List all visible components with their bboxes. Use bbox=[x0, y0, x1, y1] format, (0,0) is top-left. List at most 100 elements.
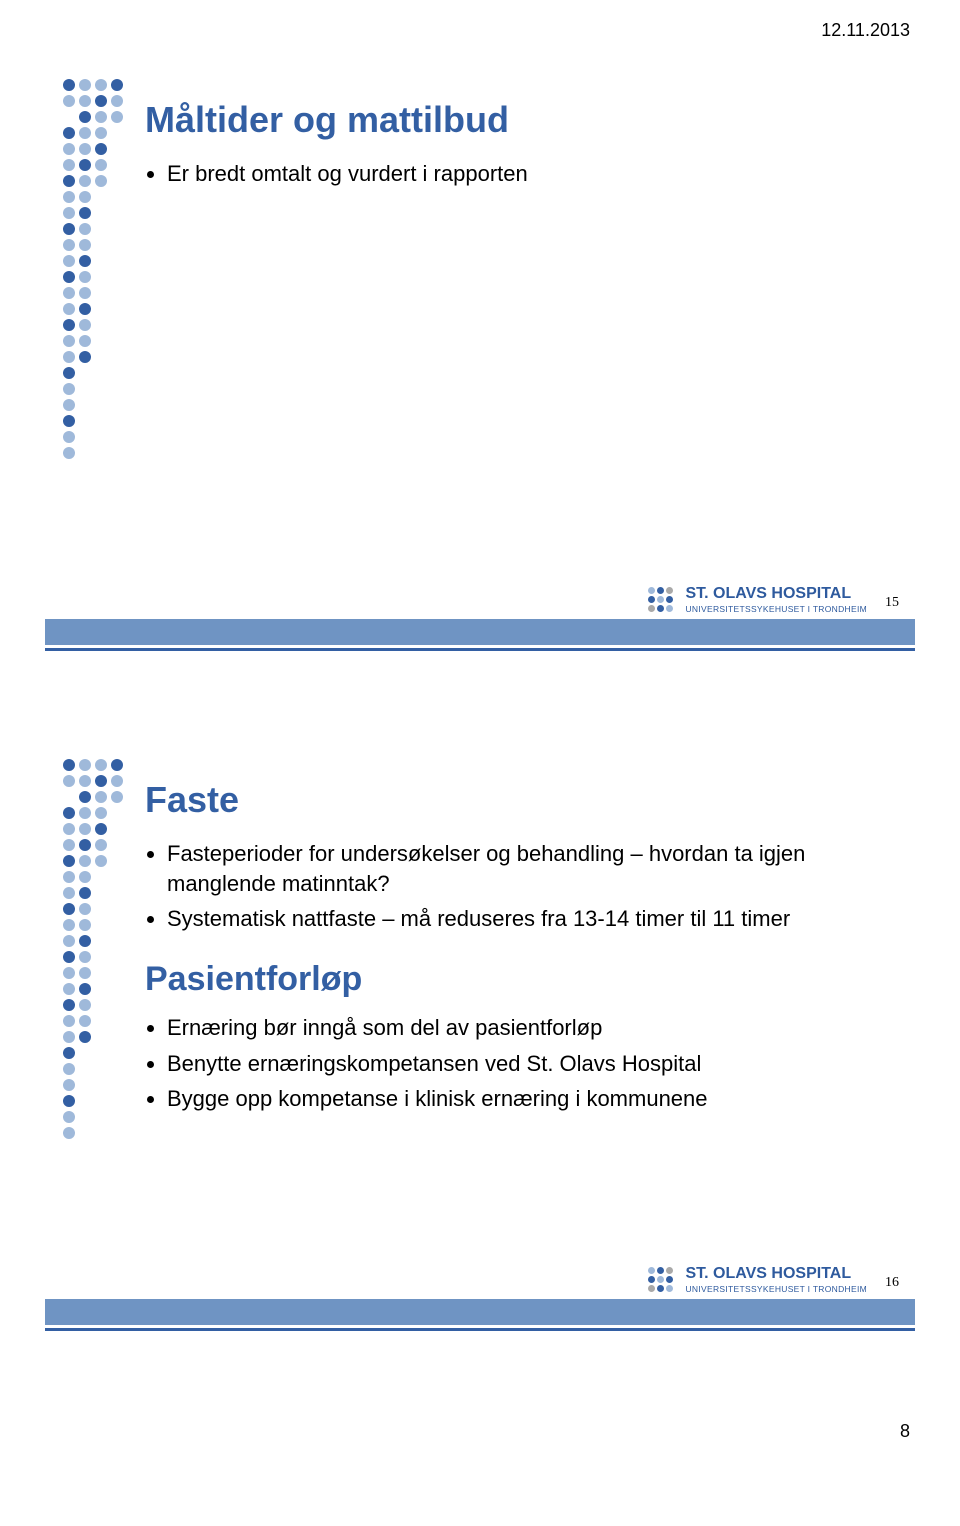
dot-icon bbox=[111, 319, 123, 331]
dot-icon bbox=[63, 447, 75, 459]
bullet-item: Bygge opp kompetanse i klinisk ernæring … bbox=[167, 1084, 875, 1114]
dot-icon bbox=[95, 223, 107, 235]
dot-icon bbox=[63, 383, 75, 395]
dot-icon bbox=[111, 1047, 123, 1059]
dot-icon bbox=[95, 759, 107, 771]
dot-icon bbox=[95, 79, 107, 91]
dot-icon bbox=[95, 175, 107, 187]
dot-icon bbox=[111, 1127, 123, 1139]
dot-icon bbox=[95, 1127, 107, 1139]
dot-icon bbox=[95, 335, 107, 347]
dot-icon bbox=[111, 191, 123, 203]
dot-icon bbox=[63, 95, 75, 107]
dot-icon bbox=[95, 1079, 107, 1091]
logo-line1: ST. OLAVS HOSPITAL bbox=[685, 586, 867, 602]
dot-icon bbox=[95, 143, 107, 155]
dot-icon bbox=[63, 191, 75, 203]
dot-icon bbox=[111, 143, 123, 155]
dot-icon bbox=[63, 999, 75, 1011]
dot-icon bbox=[95, 303, 107, 315]
page-container: 12.11.2013 Måltider og mattilbud Er bred… bbox=[0, 0, 960, 1472]
dot-icon bbox=[95, 431, 107, 443]
bullet-item: Benytte ernæringskompetansen ved St. Ola… bbox=[167, 1049, 875, 1079]
dot-icon bbox=[657, 587, 664, 594]
footer-line bbox=[45, 648, 915, 651]
footer-bar bbox=[45, 619, 915, 645]
bullet-item: Er bredt omtalt og vurdert i rapporten bbox=[167, 159, 875, 189]
logo-line2: UNIVERSITETSSYKEHUSET I TRONDHEIM bbox=[685, 1285, 867, 1294]
dot-icon bbox=[111, 967, 123, 979]
dot-icon bbox=[111, 175, 123, 187]
dot-icon bbox=[79, 207, 91, 219]
dot-icon bbox=[648, 1267, 655, 1274]
dot-icon bbox=[63, 271, 75, 283]
dot-icon bbox=[111, 367, 123, 379]
dot-icon bbox=[111, 1095, 123, 1107]
dot-icon bbox=[63, 1079, 75, 1091]
dot-icon bbox=[63, 775, 75, 787]
dot-icon bbox=[79, 351, 91, 363]
dot-icon bbox=[63, 791, 75, 803]
dot-icon bbox=[79, 223, 91, 235]
dot-icon bbox=[95, 95, 107, 107]
dot-icon bbox=[79, 191, 91, 203]
dot-icon bbox=[111, 935, 123, 947]
dot-icon bbox=[95, 951, 107, 963]
dot-icon bbox=[111, 775, 123, 787]
dot-icon bbox=[79, 1015, 91, 1027]
dot-icon bbox=[63, 367, 75, 379]
dot-icon bbox=[111, 839, 123, 851]
dot-icon bbox=[111, 127, 123, 139]
dot-icon bbox=[666, 587, 673, 594]
slide-title: Måltider og mattilbud bbox=[145, 99, 875, 141]
dot-icon bbox=[95, 983, 107, 995]
dot-icon bbox=[648, 605, 655, 612]
bullet-list: Fasteperioder for undersøkelser og behan… bbox=[145, 839, 875, 934]
dot-icon bbox=[95, 1111, 107, 1123]
dot-icon bbox=[95, 399, 107, 411]
dot-icon bbox=[79, 791, 91, 803]
dot-icon bbox=[79, 1111, 91, 1123]
dot-icon bbox=[111, 855, 123, 867]
decorative-dot-panel bbox=[63, 759, 123, 1139]
bullet-item: Systematisk nattfaste – må reduseres fra… bbox=[167, 904, 875, 934]
dot-icon bbox=[111, 383, 123, 395]
dot-icon bbox=[111, 887, 123, 899]
dot-icon bbox=[79, 335, 91, 347]
dot-icon bbox=[111, 951, 123, 963]
dot-icon bbox=[79, 79, 91, 91]
dot-icon bbox=[79, 127, 91, 139]
dot-icon bbox=[63, 871, 75, 883]
bullet-list: Ernæring bør inngå som del av pasientfor… bbox=[145, 1013, 875, 1114]
dot-icon bbox=[95, 191, 107, 203]
dot-icon bbox=[111, 447, 123, 459]
dot-icon bbox=[79, 1063, 91, 1075]
dot-icon bbox=[95, 255, 107, 267]
dot-icon bbox=[63, 1015, 75, 1027]
dot-icon bbox=[648, 1276, 655, 1283]
dot-icon bbox=[63, 159, 75, 171]
dot-icon bbox=[79, 399, 91, 411]
dot-icon bbox=[648, 1285, 655, 1292]
dot-icon bbox=[63, 839, 75, 851]
slide-2: Faste Fasteperioder for undersøkelser og… bbox=[45, 741, 915, 1381]
dot-icon bbox=[657, 605, 664, 612]
dot-icon bbox=[95, 1031, 107, 1043]
dot-icon bbox=[111, 95, 123, 107]
dot-icon bbox=[79, 823, 91, 835]
dot-icon bbox=[95, 887, 107, 899]
slide-number: 16 bbox=[885, 1275, 899, 1291]
dot-icon bbox=[111, 399, 123, 411]
dot-icon bbox=[79, 319, 91, 331]
dot-icon bbox=[111, 823, 123, 835]
slide-content: Faste Fasteperioder for undersøkelser og… bbox=[145, 779, 875, 1138]
dot-icon bbox=[63, 951, 75, 963]
dot-icon bbox=[95, 1063, 107, 1075]
dot-icon bbox=[79, 1079, 91, 1091]
dot-icon bbox=[111, 759, 123, 771]
dot-icon bbox=[95, 1047, 107, 1059]
dot-icon bbox=[79, 919, 91, 931]
dot-icon bbox=[79, 1047, 91, 1059]
dot-icon bbox=[79, 967, 91, 979]
dot-icon bbox=[79, 287, 91, 299]
